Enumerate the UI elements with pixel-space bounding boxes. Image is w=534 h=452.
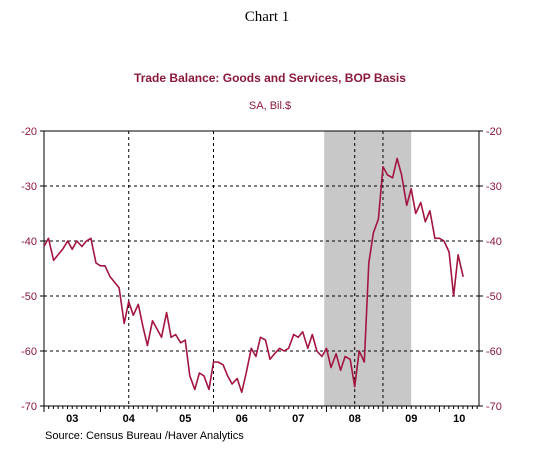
series-line-trade-balance — [43, 157, 464, 394]
chart-subtitle: SA, Bil.$ — [249, 100, 291, 112]
y-tick-label-left: -50 — [21, 291, 37, 303]
y-tick-label-right: -60 — [486, 346, 502, 358]
y-tick-label-right: -30 — [486, 181, 502, 193]
y-tick-label-left: -40 — [21, 236, 37, 248]
x-tick-label: 03 — [66, 413, 78, 425]
x-tick-label: 08 — [349, 413, 361, 425]
y-tick-label-right: -70 — [486, 401, 502, 413]
plot-frame — [43, 130, 480, 407]
plot-area: -20 -20 -30 -30 -40 -40 -50 -50 -60 -60 -70 -70 03 04… — [21, 126, 502, 425]
y-tick-label-right: -50 — [486, 291, 502, 303]
recession-shading — [324, 131, 412, 406]
x-tick-label: 05 — [179, 413, 191, 425]
x-tick-label: 07 — [292, 413, 304, 425]
y-tick-label-right: -40 — [486, 236, 502, 248]
y-tick-label-left: -70 — [21, 401, 37, 413]
y-tick-label-left: -30 — [21, 181, 37, 193]
x-tick-label: 06 — [236, 413, 248, 425]
x-tick-label: 04 — [123, 413, 136, 425]
y-tick-label-left: -60 — [21, 346, 37, 358]
chart-heading: Chart 1 — [244, 9, 290, 25]
chart-title: Trade Balance: Goods and Services, BOP B… — [134, 71, 406, 85]
y-tick-label-left: -20 — [21, 126, 37, 138]
source-note: Source: Census Bureau /Haver Analytics — [45, 430, 244, 442]
x-tick-label: 09 — [405, 413, 417, 425]
y-tick-label-right: -20 — [486, 126, 502, 138]
x-tick-label: 10 — [453, 413, 465, 425]
